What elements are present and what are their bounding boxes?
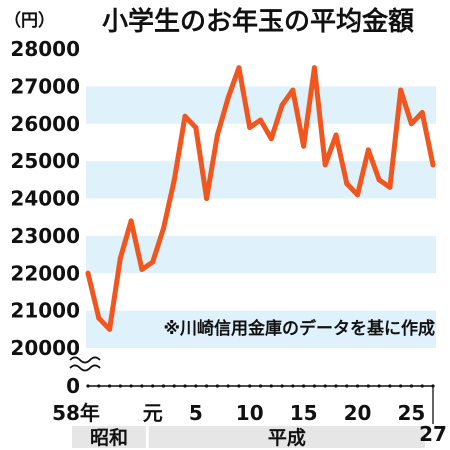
x-axis-dot bbox=[312, 384, 317, 388]
era-label: 平成 bbox=[268, 426, 306, 449]
data-point bbox=[225, 95, 231, 101]
era-label: 昭和 bbox=[90, 426, 128, 449]
data-point bbox=[139, 267, 145, 273]
x-axis-dot bbox=[237, 384, 241, 388]
data-point bbox=[430, 162, 436, 168]
x-axis-dot bbox=[377, 384, 381, 388]
x-axis-dot bbox=[345, 384, 349, 388]
x-axis-dot bbox=[151, 384, 155, 388]
data-point bbox=[387, 184, 393, 190]
data-point bbox=[398, 87, 404, 93]
data-point bbox=[365, 147, 371, 153]
x-axis-dot bbox=[269, 384, 273, 388]
x-axis-dot bbox=[258, 384, 263, 388]
x-axis-dot bbox=[172, 384, 176, 388]
x-axis-dot bbox=[97, 384, 101, 388]
era-band bbox=[148, 426, 425, 448]
axes bbox=[69, 356, 435, 448]
x-axis-dot bbox=[388, 384, 392, 388]
data-point bbox=[107, 326, 113, 332]
x-axis-dot bbox=[302, 384, 306, 388]
grid-band bbox=[86, 86, 436, 124]
x-axis-dot bbox=[129, 384, 133, 388]
y-tick-label: 25000 bbox=[10, 149, 80, 173]
data-point bbox=[160, 225, 166, 231]
y-tick-label: 20000 bbox=[10, 336, 80, 360]
x-axis-dot bbox=[280, 384, 284, 388]
chart-title: 小学生のお年玉の平均金額 bbox=[102, 6, 414, 37]
x-axis-dot bbox=[399, 384, 403, 388]
data-point bbox=[311, 65, 317, 71]
y-tick-label: 24000 bbox=[10, 187, 80, 211]
data-point bbox=[85, 270, 91, 276]
x-axis-dot bbox=[118, 384, 122, 388]
data-point bbox=[344, 181, 350, 187]
era-band bbox=[72, 426, 146, 448]
data-point bbox=[419, 110, 425, 116]
x-axis-dot bbox=[291, 384, 295, 388]
x-axis-dot bbox=[420, 384, 424, 388]
y-tick-label: 23000 bbox=[10, 224, 80, 248]
x-axis-dot bbox=[334, 384, 338, 388]
y-tick-label: 27000 bbox=[10, 74, 80, 98]
x-axis-dot bbox=[194, 384, 198, 388]
data-point bbox=[355, 192, 361, 198]
y-tick-label-zero: 0 bbox=[66, 374, 80, 398]
data-point bbox=[376, 177, 382, 183]
grid-band bbox=[86, 310, 436, 348]
y-unit-label: （円） bbox=[4, 10, 55, 31]
x-tick-label: 5 bbox=[189, 401, 203, 425]
x-axis-dot bbox=[409, 384, 414, 388]
data-point bbox=[290, 87, 296, 93]
x-axis-dot bbox=[204, 384, 209, 388]
x-axis-dot bbox=[107, 384, 112, 388]
data-point bbox=[322, 162, 328, 168]
x-axis-dot bbox=[140, 384, 144, 388]
y-tick-label: 21000 bbox=[10, 299, 80, 323]
series-layer bbox=[85, 65, 436, 332]
data-point bbox=[204, 196, 210, 201]
x-tick-label: 25 bbox=[398, 401, 426, 425]
x-tick-label: 元 bbox=[143, 401, 163, 425]
x-axis-dot bbox=[183, 384, 187, 388]
x-axis-dot bbox=[226, 384, 230, 388]
data-point bbox=[117, 255, 123, 261]
y-tick-label: 26000 bbox=[10, 112, 80, 136]
x-tick-label: 10 bbox=[236, 401, 264, 425]
data-point bbox=[214, 132, 220, 138]
data-point bbox=[182, 113, 188, 119]
y-tick-label: 22000 bbox=[10, 261, 80, 285]
data-point bbox=[408, 121, 414, 127]
x-axis-dot bbox=[323, 384, 327, 388]
data-point bbox=[268, 136, 274, 142]
x-tick-label: 58年 bbox=[52, 401, 100, 425]
x-tick-label: 20 bbox=[344, 401, 372, 425]
axis-break-mark bbox=[69, 356, 101, 364]
data-point bbox=[301, 143, 307, 149]
data-point bbox=[333, 132, 339, 138]
x-axis-dot bbox=[355, 384, 360, 388]
labels: 小学生のお年玉の平均金額 （円） 20000 21000 22000 23000 24000… bbox=[4, 6, 447, 449]
data-point bbox=[96, 315, 102, 321]
data-point bbox=[258, 117, 263, 123]
source-note: ※川崎信用金庫のデータを基に作成 bbox=[163, 318, 435, 339]
x-axis-dot bbox=[86, 384, 90, 388]
data-point bbox=[171, 177, 177, 183]
data-point bbox=[128, 218, 134, 224]
y-tick-label: 28000 bbox=[10, 37, 80, 61]
x-axis-dot bbox=[215, 384, 219, 388]
data-point bbox=[193, 124, 199, 130]
x-axis-dot bbox=[366, 384, 370, 388]
data-point bbox=[247, 124, 253, 130]
axis-break-mark bbox=[69, 364, 101, 372]
data-point bbox=[279, 102, 285, 108]
x-tick-label: 27 bbox=[419, 422, 447, 446]
data-point bbox=[150, 259, 156, 265]
x-axis-dot bbox=[248, 384, 252, 388]
x-tick-label: 15 bbox=[290, 401, 318, 425]
x-axis-dot bbox=[161, 384, 166, 388]
data-point bbox=[236, 65, 242, 71]
